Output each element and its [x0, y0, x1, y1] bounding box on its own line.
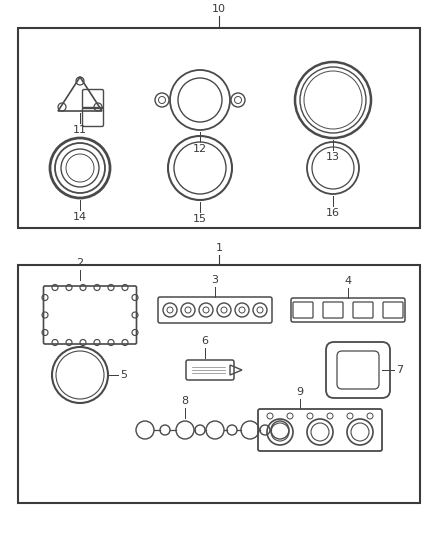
Bar [18, 265, 420, 503]
Text: 7: 7 [396, 365, 403, 375]
Text: 2: 2 [77, 257, 84, 268]
Text: 16: 16 [326, 208, 340, 218]
Text: 9: 9 [297, 387, 304, 397]
Text: 13: 13 [326, 152, 340, 162]
Text: 15: 15 [193, 214, 207, 224]
Text: 4: 4 [344, 276, 352, 286]
Text: 1: 1 [215, 243, 223, 253]
Text: 11: 11 [73, 125, 87, 135]
Text: 5: 5 [120, 370, 127, 380]
Text: 3: 3 [212, 275, 219, 285]
Text: 14: 14 [73, 212, 87, 222]
Text: 10: 10 [212, 4, 226, 14]
Text: 8: 8 [181, 396, 189, 406]
Bar [18, 28, 420, 228]
Text: 6: 6 [201, 336, 208, 346]
Text: 12: 12 [193, 144, 207, 154]
